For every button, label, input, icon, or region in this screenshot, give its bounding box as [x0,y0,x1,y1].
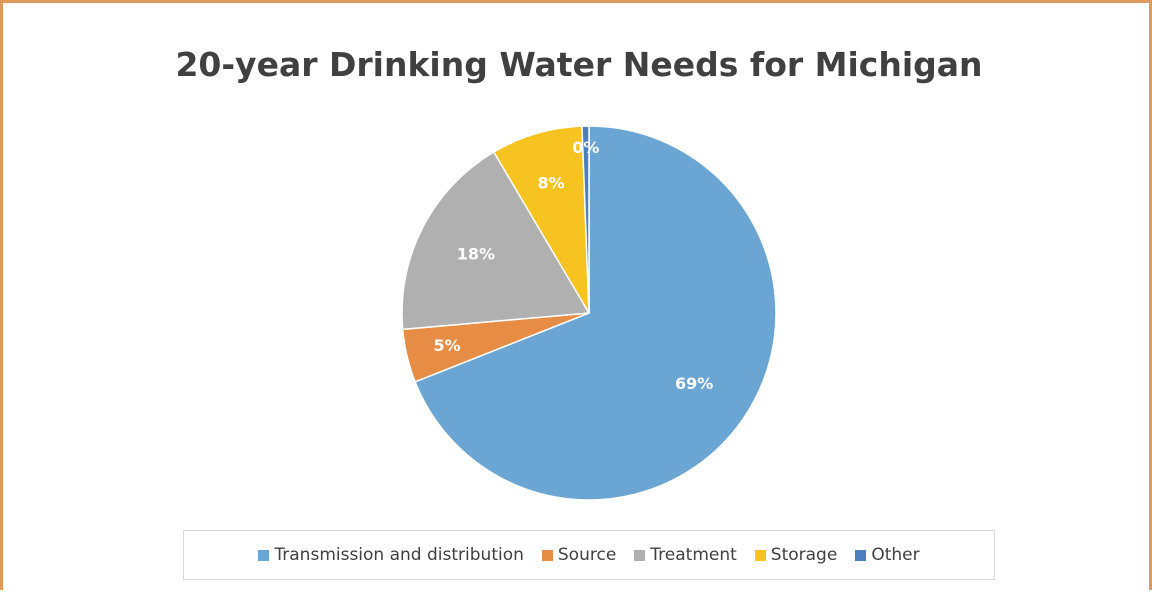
legend-item-other: Other [855,545,920,565]
data-label-other: 0% [572,138,599,157]
legend-swatch [855,549,867,561]
pie-chart: 69% 5% 18% 8% 0% [401,125,777,501]
legend-label: Other [871,545,920,565]
legend-swatch [634,549,646,561]
data-label-transmission-and-distribution: 69% [675,374,713,393]
legend-label: Storage [770,545,838,565]
legend-swatch [754,549,766,561]
legend-item-storage: Storage [754,545,838,565]
data-label-storage: 8% [537,173,564,192]
chart-title: 20-year Drinking Water Needs for Michiga… [175,45,983,84]
data-label-source: 5% [433,336,460,355]
legend-item-treatment: Treatment [634,545,737,565]
legend-swatch [541,549,553,561]
legend-item-transmission-and-distribution: Transmission and distribution [258,545,524,565]
legend-label: Treatment [650,545,737,565]
pie-slice-storage [492,125,590,314]
legend-item-source: Source [541,545,617,565]
legend-swatch [258,549,270,561]
chart-legend: Transmission and distribution Source Treat… [183,530,995,580]
legend-label: Transmission and distribution [274,545,524,565]
data-label-treatment: 18% [457,244,495,263]
legend-label: Source [557,545,617,565]
pie-slice-transmission-and-distribution [414,125,777,501]
pie-slice-treatment [401,151,591,331]
pie-slice-other [581,125,590,314]
